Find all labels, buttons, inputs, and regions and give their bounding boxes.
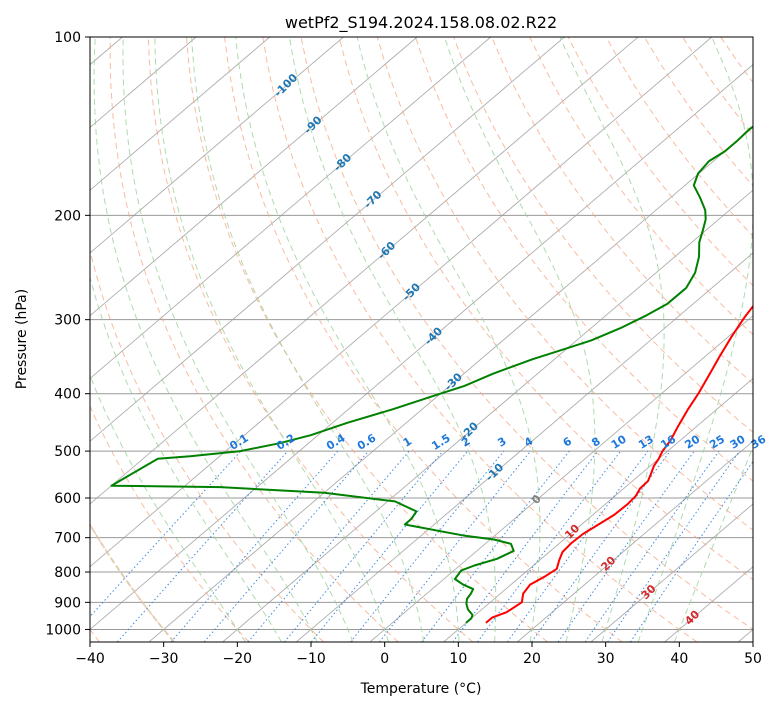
x-tick-label: −40 bbox=[75, 651, 105, 667]
mixing-ratio-line bbox=[116, 450, 289, 642]
temperature-line bbox=[485, 304, 753, 624]
dry-adiabat-line bbox=[109, 37, 399, 642]
dry-adiabat-line bbox=[376, 37, 753, 531]
mixing-ratio-line bbox=[629, 460, 753, 642]
dry-adiabat-line bbox=[186, 37, 548, 642]
mixing-ratio-line bbox=[350, 450, 505, 642]
dry-adiabat-line bbox=[224, 37, 623, 642]
mixing-ratio-line bbox=[284, 450, 444, 642]
isotherm-line bbox=[516, 440, 753, 642]
dry-adiabat-line bbox=[262, 37, 698, 642]
moist-adiabat-line bbox=[289, 37, 497, 642]
x-tick-label: −10 bbox=[296, 651, 326, 667]
isotherm-line bbox=[590, 503, 753, 642]
mixing-ratio-line bbox=[90, 450, 242, 618]
x-axis: −40 −30 −20 −10 0 10 20 30 40 50 bbox=[75, 642, 762, 667]
x-tick-label: −30 bbox=[149, 651, 179, 667]
x-tick-label: 30 bbox=[597, 651, 615, 667]
chart-title: wetPf2_S194.2024.158.08.02.R22 bbox=[285, 13, 557, 33]
y-tick-label: 800 bbox=[54, 565, 81, 581]
moist-adiabat-line bbox=[191, 37, 425, 642]
y-tick-label: 1000 bbox=[45, 622, 81, 638]
moist-adiabat-line bbox=[673, 445, 753, 642]
moist-adiabat-line bbox=[356, 37, 541, 642]
background-lines bbox=[90, 37, 753, 642]
profile-lines bbox=[110, 125, 753, 624]
moist-adiabat-line bbox=[637, 37, 753, 642]
y-tick-label: 300 bbox=[54, 313, 81, 329]
y-tick-label: 400 bbox=[54, 387, 81, 403]
x-tick-label: 50 bbox=[744, 651, 762, 667]
dewpoint-line bbox=[110, 125, 753, 624]
isotherm-line bbox=[90, 37, 271, 191]
x-tick-label: 10 bbox=[449, 651, 467, 667]
mixing-ratio-line bbox=[477, 450, 621, 642]
moist-adiabat-line bbox=[444, 37, 596, 642]
y-axis-label: Pressure (hPa) bbox=[14, 289, 30, 389]
mixing-ratio-line bbox=[607, 450, 740, 642]
plot-frame bbox=[89, 36, 754, 643]
isotherm-line bbox=[90, 37, 418, 317]
dry-adiabat-line bbox=[90, 523, 175, 642]
dry-adiabat-line bbox=[338, 37, 753, 581]
moist-adiabat-line bbox=[559, 37, 665, 642]
moist-adiabat-line bbox=[154, 37, 389, 642]
dry-adiabat-line bbox=[300, 37, 753, 631]
isotherm-line bbox=[90, 37, 344, 254]
isotherm-line bbox=[90, 37, 713, 568]
isotherm-line bbox=[90, 37, 565, 442]
mixing-ratio-line bbox=[531, 450, 671, 642]
isotherm-line bbox=[90, 64, 753, 631]
isotherm-line bbox=[369, 315, 753, 642]
isotherm-line bbox=[90, 37, 639, 505]
mixing-ratio-line bbox=[310, 450, 469, 642]
isotherm-line bbox=[295, 252, 753, 642]
mixing-ratio-line bbox=[506, 450, 649, 642]
y-tick-label: 600 bbox=[54, 491, 81, 507]
isotherm-line bbox=[443, 377, 753, 642]
y-tick-label: 200 bbox=[54, 208, 81, 224]
y-tick-label: 100 bbox=[54, 30, 81, 46]
moist-adiabat-line bbox=[122, 37, 354, 642]
x-tick-label: −20 bbox=[223, 651, 253, 667]
y-axis: 1000 900 800 700 600 500 400 300 200 100 bbox=[45, 30, 90, 638]
x-tick-label: 0 bbox=[380, 651, 389, 667]
mixing-ratio-line bbox=[557, 450, 695, 642]
isotherm-line bbox=[222, 189, 753, 642]
y-tick-label: 500 bbox=[54, 444, 81, 460]
x-axis-label: Temperature (°C) bbox=[360, 681, 482, 697]
mixing-ratio-line bbox=[247, 450, 410, 642]
dry-adiabat-line bbox=[147, 37, 474, 642]
isotherm-line bbox=[90, 37, 492, 380]
mixing-ratio-line bbox=[584, 450, 720, 642]
moist-adiabat-line bbox=[235, 37, 460, 642]
x-tick-label: 40 bbox=[670, 651, 688, 667]
dry-adiabat-line bbox=[90, 404, 250, 642]
y-tick-label: 900 bbox=[54, 595, 81, 611]
y-tick-label: 700 bbox=[54, 531, 81, 547]
x-tick-label: 20 bbox=[523, 651, 541, 667]
